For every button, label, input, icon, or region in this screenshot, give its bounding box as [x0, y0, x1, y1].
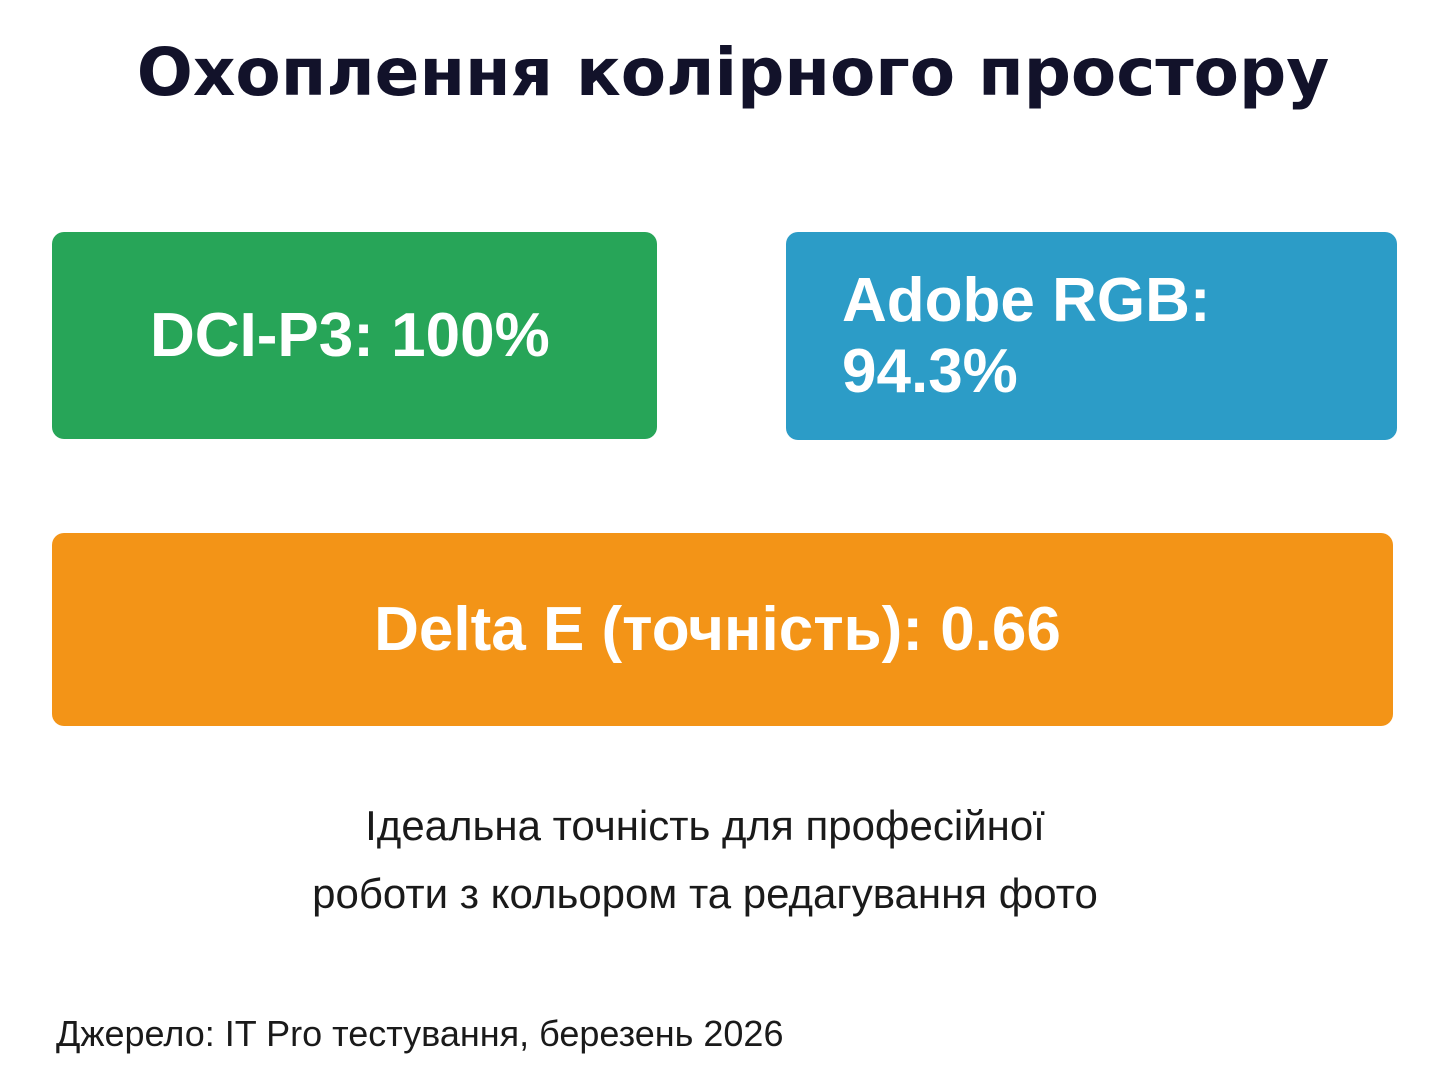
- delta-e-card: Delta E (точність): 0.66: [52, 533, 1393, 726]
- description-line-1: Ідеальна точність для професійної: [365, 802, 1045, 849]
- source-note: Джерело: IT Pro тестування, березень 202…: [56, 1013, 784, 1054]
- page-title: Охоплення колірного простору: [136, 34, 1330, 111]
- dci-p3-card: DCI-P3: 100%: [52, 232, 657, 439]
- description-line-2: роботи з кольором та редагування фото: [312, 870, 1098, 917]
- adobe-rgb-card: Adobe RGB: 94.3%: [786, 232, 1397, 440]
- delta-e-label: Delta E (точність): 0.66: [374, 595, 1061, 664]
- description: Ідеальна точність для професійної роботи…: [0, 792, 1410, 928]
- dci-p3-label: DCI-P3: 100%: [150, 301, 550, 370]
- adobe-rgb-label: Adobe RGB: 94.3%: [842, 266, 1211, 406]
